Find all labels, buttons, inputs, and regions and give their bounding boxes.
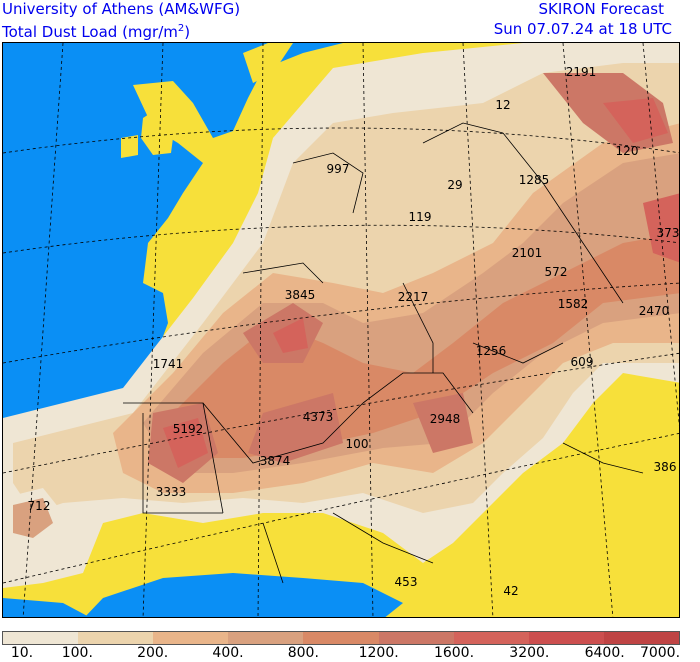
value-label: 42 bbox=[503, 584, 518, 598]
value-label: 1256 bbox=[476, 344, 507, 358]
legend-label: 1600. bbox=[433, 645, 475, 661]
variable-title: Total Dust Load (mgr/m2) bbox=[2, 20, 190, 41]
legend-swatch bbox=[228, 632, 304, 644]
legend-label: 100. bbox=[61, 645, 93, 661]
gulf-of-guinea bbox=[84, 573, 403, 617]
legend-swatch bbox=[153, 632, 229, 644]
dust-plume bbox=[3, 43, 679, 588]
model-title: SKIRON Forecast bbox=[538, 0, 664, 18]
value-label: 2948 bbox=[430, 412, 461, 426]
legend-colorbar bbox=[2, 631, 680, 645]
country-borders bbox=[123, 122, 644, 584]
value-label: 12 bbox=[495, 98, 510, 112]
institution-title: University of Athens (AM&WFG) bbox=[2, 0, 241, 18]
value-label: 1582 bbox=[558, 297, 589, 311]
value-label: 119 bbox=[409, 210, 432, 224]
value-label: 3845 bbox=[285, 288, 316, 302]
ireland-land bbox=[121, 135, 138, 158]
britain-land bbox=[141, 105, 175, 155]
legend-swatch bbox=[528, 632, 604, 644]
legend-swatch bbox=[603, 632, 679, 644]
value-label: 2217 bbox=[398, 290, 429, 304]
value-label: 5192 bbox=[173, 422, 204, 436]
value-label: 2191 bbox=[566, 65, 597, 79]
legend-label: 3200. bbox=[509, 645, 550, 661]
variable-prefix: Total Dust Load (mgr/m bbox=[2, 23, 178, 41]
valid-time: Sun 07.07.24 at 18 UTC bbox=[493, 20, 672, 38]
legend-label: 6400. bbox=[584, 645, 625, 661]
value-label: 997 bbox=[327, 162, 350, 176]
dust-map: 2191 12 997 120 29 1285 119 373 2101 572 3845 2217 1… bbox=[2, 42, 680, 618]
legend-label: 800. bbox=[287, 645, 319, 661]
value-label: 4373 bbox=[303, 410, 334, 424]
value-label: 572 bbox=[545, 265, 568, 279]
value-label: 1741 bbox=[153, 357, 184, 371]
value-label: 373 bbox=[657, 226, 680, 240]
value-label: 386 bbox=[654, 460, 677, 474]
legend-label: 10. bbox=[10, 645, 34, 661]
value-label: 120 bbox=[616, 144, 639, 158]
legend-swatch bbox=[453, 632, 529, 644]
legend-swatch bbox=[3, 632, 79, 644]
value-label: 29 bbox=[447, 178, 462, 192]
legend-label: 200. bbox=[137, 645, 169, 661]
value-label: 2470 bbox=[639, 304, 670, 318]
value-label: 3874 bbox=[260, 454, 291, 468]
legend-label: 400. bbox=[212, 645, 244, 661]
legend-swatch bbox=[303, 632, 379, 644]
lat-lon-grid bbox=[3, 43, 679, 617]
value-label: 1285 bbox=[519, 173, 550, 187]
value-label: 712 bbox=[28, 499, 51, 513]
value-label: 100 bbox=[346, 437, 369, 451]
legend-swatch bbox=[78, 632, 154, 644]
value-label: 609 bbox=[571, 355, 594, 369]
variable-suffix: ) bbox=[184, 23, 191, 41]
legend-label: 7000. bbox=[639, 645, 681, 661]
variable-superscript: 2 bbox=[177, 23, 185, 34]
legend-swatch bbox=[378, 632, 454, 644]
value-label: 3333 bbox=[156, 485, 187, 499]
value-label: 2101 bbox=[512, 246, 543, 260]
value-label: 453 bbox=[395, 575, 418, 589]
legend-label: 1200. bbox=[358, 645, 399, 661]
